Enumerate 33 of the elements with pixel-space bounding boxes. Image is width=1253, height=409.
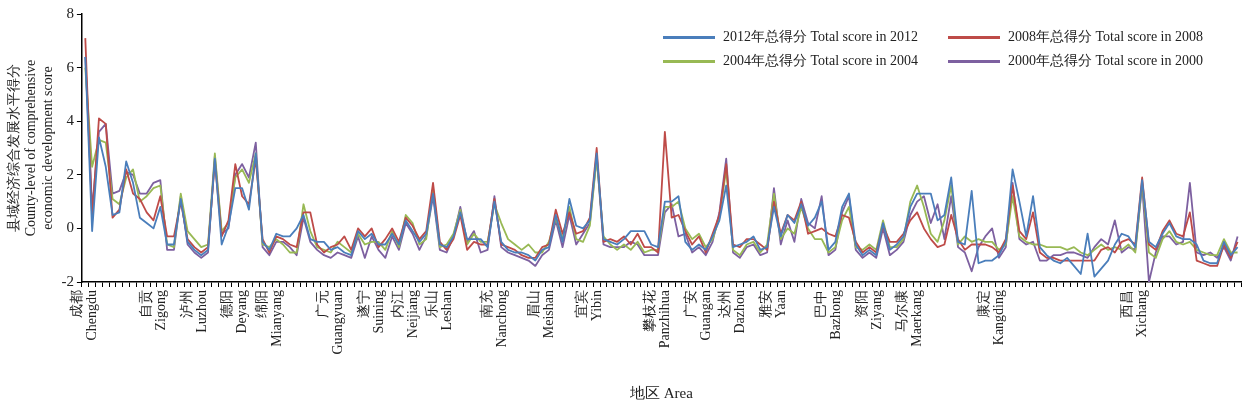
x-tick-label: 遂宁 Suining: [355, 290, 386, 334]
y-tick-label: 2: [66, 165, 74, 182]
y-tick-label: 4: [66, 112, 75, 129]
legend-label: 2000年总得分 Total score in 2000: [1008, 52, 1203, 70]
x-tick-label: 广安 Guangan: [683, 290, 714, 341]
x-tick-label: 雅安 Yaan: [758, 290, 789, 319]
y-tick-label: 6: [66, 58, 75, 75]
x-tick-label: 德阳 Deyang: [219, 290, 250, 334]
legend-label: 2008年总得分 Total score in 2008: [1008, 28, 1203, 46]
x-tick-label: 巴中 Bazhong: [812, 290, 843, 340]
x-tick-label: 康定 Kangding: [976, 290, 1007, 346]
x-tick-label: 资阳 Ziyang: [853, 290, 884, 330]
x-tick-label: 内江 Neijiang: [389, 290, 420, 339]
x-tick-label: 南充 Nanchong: [478, 290, 509, 348]
x-tick-label: 成都 Chengdu: [69, 290, 100, 341]
legend-label: 2004年总得分 Total score in 2004: [723, 52, 918, 70]
x-tick-label: 宜宾 Yibin: [574, 290, 605, 322]
x-tick-label: 绵阳 Mianyang: [253, 290, 284, 347]
x-tick-label: 马尔康 Maerkang: [894, 290, 925, 347]
y-tick-label: 0: [66, 219, 74, 236]
x-tick-label: 自贡 Zigong: [137, 290, 168, 331]
x-tick-label: 乐山 Leshan: [424, 290, 455, 331]
x-axis-title: 地区 Area: [628, 384, 694, 401]
x-tick-label: 西昌 Xichang: [1119, 290, 1150, 338]
y-tick-label: -2: [61, 272, 74, 289]
x-tick-label: 广元 Guangyuan: [314, 290, 345, 355]
legend-label: 2012年总得分 Total score in 2012: [723, 28, 918, 46]
x-tick-label: 眉山 Meishan: [526, 290, 557, 339]
x-tick-label: 泸州 Luzhou: [178, 290, 209, 333]
x-tick-label: 攀枝花 Panzhihua: [642, 289, 673, 349]
y-tick-label: 8: [66, 4, 74, 21]
y-axis-title: 县域经济综合发展水平得分 County-level of comprehensive economic development score: [6, 59, 55, 237]
x-tick-label: 达州 Dazhou: [717, 290, 748, 334]
